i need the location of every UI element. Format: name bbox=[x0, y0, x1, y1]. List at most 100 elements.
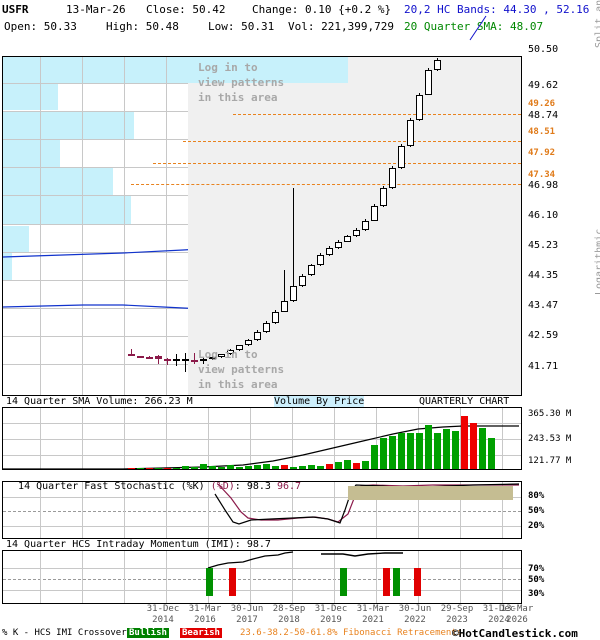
axis-caption-logarithmic: Logarithmic bbox=[594, 228, 600, 295]
volume-bar bbox=[488, 438, 495, 469]
quote-date: 13-Mar-26 bbox=[66, 3, 126, 16]
volume-by-price-bar bbox=[3, 168, 113, 195]
candle-body bbox=[209, 356, 216, 359]
volume-by-price-bar bbox=[3, 111, 134, 139]
volume-bar bbox=[470, 423, 477, 469]
stoch-title-k: 14 Quarter Fast Stochastic (%K) bbox=[18, 481, 211, 492]
volume-by-price-bar bbox=[3, 84, 58, 110]
volume-bar bbox=[182, 466, 189, 469]
date-tick-top: 30-Jun bbox=[398, 604, 432, 614]
candle-wick bbox=[293, 188, 294, 302]
candle-wick bbox=[284, 269, 285, 313]
volume-bar bbox=[299, 466, 306, 469]
candle-body bbox=[389, 168, 396, 189]
fib-tick: 48.51 bbox=[528, 127, 556, 137]
volume-bar bbox=[398, 433, 405, 469]
candle-body bbox=[353, 229, 360, 237]
y-tick: 46.10 bbox=[528, 210, 559, 221]
volume-bar bbox=[308, 465, 315, 469]
volume-by-price-bar bbox=[188, 57, 348, 83]
candle-wick bbox=[167, 357, 168, 366]
date-tick-bottom: 2021 bbox=[362, 615, 384, 625]
date-tick-bottom: 2023 bbox=[446, 615, 468, 625]
candle-body bbox=[335, 241, 342, 248]
imi-curve bbox=[207, 551, 403, 569]
volume-bar bbox=[263, 464, 270, 469]
chart-footer: % K - HCS IMI Crossover, Bullish Bearish… bbox=[0, 626, 600, 640]
locked-overlay-region bbox=[188, 57, 521, 395]
candle-body bbox=[146, 356, 153, 359]
overbought-zone bbox=[348, 486, 513, 500]
y-tick: 43.47 bbox=[528, 300, 559, 311]
imi-crossover-bearish bbox=[383, 568, 390, 596]
volume-bar bbox=[164, 468, 171, 469]
volume-bar bbox=[461, 416, 468, 469]
quarterly-chart-label: QUARTERLY CHART bbox=[419, 396, 510, 407]
volume-panel-title: 14 Quarter SMA Volume: 266.23 M bbox=[6, 396, 193, 407]
volume-bar bbox=[281, 465, 288, 469]
change-label: Change: 0.10 {+0.2 %} bbox=[252, 3, 392, 16]
candle-body bbox=[218, 354, 225, 357]
vol-y-tick: 243.53 M bbox=[528, 434, 572, 444]
date-tick-top: 30-Jun bbox=[230, 604, 264, 614]
date-tick-top: 31-Mar bbox=[188, 604, 222, 614]
y-tick: 45.23 bbox=[528, 240, 559, 251]
candle-body bbox=[434, 59, 441, 70]
candle-body bbox=[380, 188, 387, 206]
date-tick-top: 28-Sep bbox=[272, 604, 306, 614]
candle-body bbox=[416, 94, 423, 121]
candle-body bbox=[137, 356, 144, 359]
volume-bar bbox=[191, 467, 198, 469]
imi-y-tick: 50% bbox=[528, 575, 545, 585]
fib-line-618 bbox=[131, 184, 521, 185]
price-chart-panel[interactable]: Log in to view patterns in this area Log i… bbox=[2, 56, 522, 396]
candle-body bbox=[164, 358, 171, 361]
stochastic-chart-panel[interactable] bbox=[2, 481, 522, 539]
date-tick-top: 31-Dec bbox=[482, 604, 516, 614]
stochastic-panel-title: 14 Quarter Fast Stochastic (%K) (%D): 98… bbox=[6, 470, 301, 492]
stoch-y-tick: 80% bbox=[528, 491, 545, 501]
imi-crossover-bullish bbox=[393, 568, 400, 596]
y-tick: 41.71 bbox=[528, 361, 559, 372]
candle-body bbox=[398, 145, 405, 169]
vol-y-tick: 365.30 M bbox=[528, 409, 572, 419]
y-tick: 49.62 bbox=[528, 80, 559, 91]
candle-body bbox=[182, 358, 189, 361]
copyright-label[interactable]: ©HotCandlestick.com bbox=[452, 627, 578, 640]
imi-crossover-bearish bbox=[414, 568, 421, 596]
date-tick-bottom: 2024 bbox=[488, 615, 510, 625]
candle-body bbox=[425, 69, 432, 95]
candle-body bbox=[326, 247, 333, 255]
volume-bar bbox=[218, 467, 225, 469]
candle-body bbox=[128, 354, 135, 357]
candle-body bbox=[272, 311, 279, 324]
stoch-title-kval: : 98.3 bbox=[234, 481, 277, 492]
volume-bar bbox=[362, 461, 369, 469]
candle-body bbox=[191, 360, 198, 363]
volume-bar bbox=[344, 460, 351, 469]
date-tick-bottom: 2014 bbox=[152, 615, 174, 625]
y-tick: 46.98 bbox=[528, 180, 559, 191]
vol-y-tick: 121.77 M bbox=[528, 456, 572, 466]
imi-crossover-bullish bbox=[340, 568, 347, 596]
candle-body bbox=[263, 323, 270, 333]
imi-y-tick: 70% bbox=[528, 564, 545, 574]
imi-panel-title: 14 Quarter HCS Intraday Momentum (IMI): … bbox=[6, 539, 271, 550]
volume-bar bbox=[326, 464, 333, 469]
axis-caption-adjusted: Split and Dividend Adjusted bbox=[594, 0, 600, 48]
locked-watermark-top: Log in to view patterns in this area bbox=[198, 61, 285, 104]
candle-wick bbox=[131, 348, 132, 356]
volume-by-price-bar bbox=[3, 196, 131, 225]
volume-chart-panel[interactable] bbox=[2, 407, 522, 470]
fib-legend-label: 23.6-38.2-50-61.8% Fibonacci Retracement… bbox=[240, 628, 463, 638]
candle-body bbox=[200, 358, 207, 361]
volume-bar bbox=[425, 425, 432, 469]
imi-chart-panel[interactable] bbox=[2, 550, 522, 604]
hc-bands-label: 20,2 HC Bands: 44.30 , 52.16 bbox=[404, 3, 590, 16]
volume-bar bbox=[389, 436, 396, 469]
candle-body bbox=[155, 356, 162, 359]
volume-bar bbox=[137, 468, 144, 469]
bullish-badge: Bullish bbox=[127, 628, 169, 638]
date-tick-top: 31-Dec bbox=[314, 604, 348, 614]
candle-body bbox=[308, 265, 315, 276]
